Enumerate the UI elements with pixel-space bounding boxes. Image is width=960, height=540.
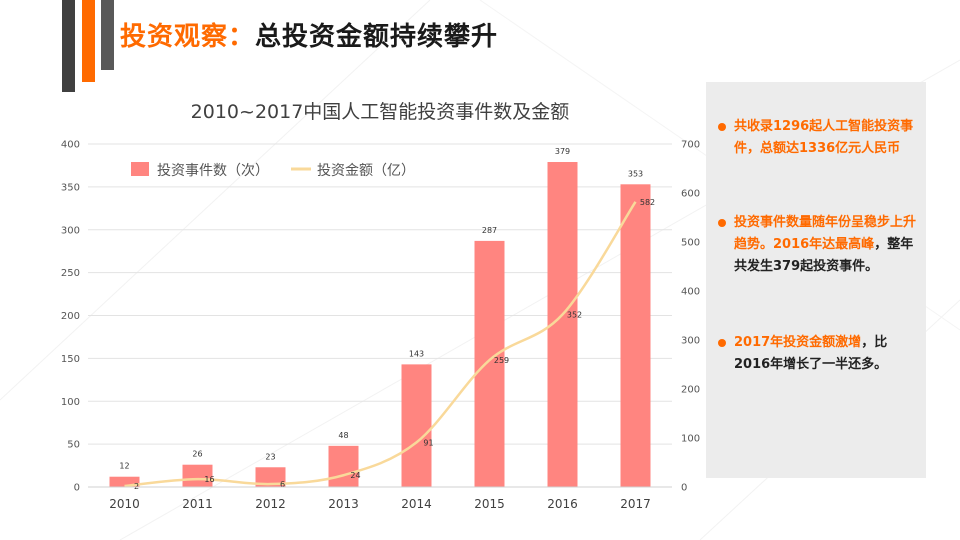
line-data-label: 16 [204,475,214,484]
legend-swatch-bar [131,162,149,176]
amount-line [124,201,637,488]
bullet-dot-icon [718,339,726,347]
y-left-tick-label: 350 [61,182,80,193]
insight-item-2: 投资事件数量随年份呈稳步上升趋势。2016年达最高峰，整年共发生379起投资事件… [718,212,918,278]
page-title-prefix: 投资观察： [120,22,256,52]
y-right-tick-label: 100 [681,434,700,445]
y-right-tick-label: 700 [681,140,700,151]
bar [109,476,140,487]
bar-data-label: 379 [555,147,570,156]
insight-highlight: 共收录1296起人工智能投资事件，总额达1336亿元人民币 [734,119,914,156]
page-title: 投资观察：总投资金额持续攀升 [120,16,498,53]
bar [474,240,505,487]
insight-item-1: 共收录1296起人工智能投资事件，总额达1336亿元人民币 [718,116,918,160]
insight-text: ，比2016年增长了一半还多。 [734,335,888,372]
bar [620,184,651,488]
bar [255,467,286,487]
y-right-tick-label: 600 [681,189,700,200]
insight-highlight: 2017年投资金额激增 [734,335,862,350]
y-right-tick-label: 200 [681,385,700,396]
line-data-label: 24 [350,471,360,480]
y-left-tick-label: 250 [61,268,80,279]
x-tick-label: 2017 [620,497,651,511]
y-left-tick-label: 150 [61,354,80,365]
x-tick-label: 2012 [255,497,286,511]
y-left-tick-label: 100 [61,397,80,408]
page-title-main: 总投资金额持续攀升 [255,22,499,52]
y-right-tick-label: 500 [681,238,700,249]
bar [401,364,432,487]
line-data-label: 352 [567,311,582,320]
y-right-tick-label: 0 [681,483,687,494]
insight-panel: 共收录1296起人工智能投资事件，总额达1336亿元人民币 投资事件数量随年份呈… [706,82,926,478]
insight-text: ，整年共发生379起投资事件。 [734,237,914,274]
bar-data-label: 143 [409,349,424,358]
line-data-label: 582 [640,198,655,207]
y-left-tick-label: 200 [61,311,80,322]
x-tick-label: 2016 [547,497,578,511]
x-tick-label: 2010 [109,497,140,511]
x-tick-label: 2013 [328,497,359,511]
combo-chart: 2010~2017中国人工智能投资事件数及金额 0 50 100 150 200 250 30… [61,101,700,511]
bullet-dot-icon [718,219,726,227]
y-right-tick-label: 400 [681,287,700,298]
legend-label-bar: 投资事件数（次） [157,163,269,179]
bar-data-label: 353 [628,169,643,178]
y-left-tick-label: 0 [74,483,80,494]
line-data-label: 6 [280,480,285,489]
bar-data-label: 12 [119,462,129,471]
x-tick-label: 2014 [401,497,432,511]
line-data-label: 91 [423,438,433,447]
y-left-tick-label: 400 [61,140,80,151]
y-right-tick-label: 300 [681,336,700,347]
bar-data-label: 48 [338,431,348,440]
x-tick-label: 2011 [182,497,213,511]
insight-highlight: 投资事件数量随年份呈稳步上升趋势。2016年达最高峰 [734,215,917,252]
y-left-tick-label: 300 [61,225,80,236]
insight-item-3: 2017年投资金额激增，比2016年增长了一半还多。 [718,332,918,376]
bullet-dot-icon [718,123,726,131]
line-data-label: 259 [494,356,509,365]
bar-data-label: 23 [265,452,275,461]
y-left-tick-label: 50 [67,440,80,451]
legend-label-line: 投资金额（亿） [317,163,415,179]
bar-data-label: 26 [192,450,202,459]
bar [182,464,213,487]
bar-data-label: 287 [482,226,497,235]
x-tick-label: 2015 [474,497,505,511]
bar [328,445,359,487]
chart-title: 2010~2017中国人工智能投资事件数及金额 [191,101,570,123]
